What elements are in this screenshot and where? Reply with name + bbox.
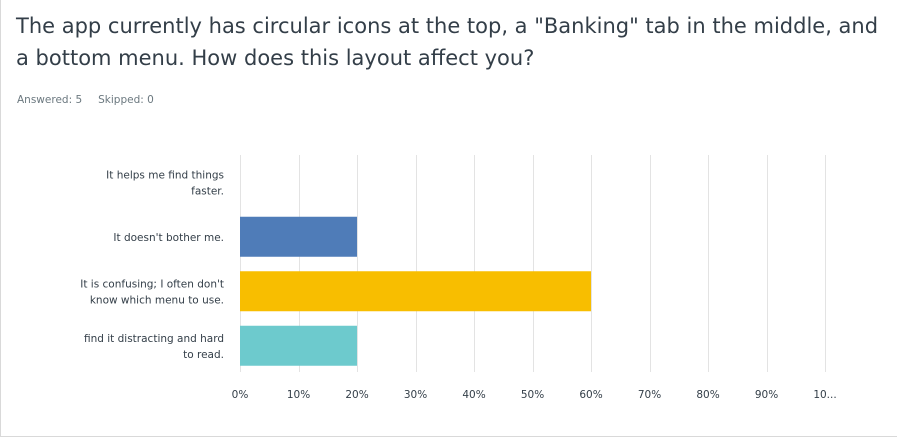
category-label: It helps me find things faster. bbox=[106, 169, 224, 197]
answered-stat: Answered: 5 bbox=[17, 94, 82, 106]
category-label-line: faster. bbox=[191, 185, 224, 197]
x-tick-label: 90% bbox=[755, 389, 778, 401]
answered-label: Answered: bbox=[17, 94, 73, 106]
x-tick-label: 20% bbox=[345, 389, 368, 401]
bar bbox=[240, 216, 357, 257]
question-title: The app currently has circular icons at … bbox=[16, 14, 879, 70]
category-label-line: to read. bbox=[183, 349, 224, 361]
skipped-label: Skipped: bbox=[98, 94, 144, 106]
bar bbox=[240, 325, 357, 366]
category-label-line: find it distracting and hard bbox=[84, 333, 224, 345]
response-stats: Answered: 5 Skipped: 0 bbox=[17, 94, 170, 106]
x-tick-label: 0% bbox=[232, 389, 249, 401]
skipped-stat: Skipped: 0 bbox=[98, 94, 154, 106]
x-tick-label: 10% bbox=[287, 389, 310, 401]
x-tick-label: 60% bbox=[579, 389, 602, 401]
category-label-line: It doesn't bother me. bbox=[113, 232, 224, 244]
category-label-line: It helps me find things bbox=[106, 169, 224, 181]
category-label-line: It is confusing; I often don't bbox=[80, 278, 224, 290]
category-label-line: know which menu to use. bbox=[90, 294, 224, 306]
x-tick-label: 40% bbox=[462, 389, 485, 401]
category-label: It doesn't bother me. bbox=[113, 232, 224, 244]
x-tick-label: 10... bbox=[813, 389, 836, 401]
category-label: It is confusing; I often don't know which… bbox=[80, 278, 224, 306]
x-tick-label: 80% bbox=[696, 389, 719, 401]
category-label: find it distracting and hard to read. bbox=[84, 333, 224, 361]
x-tick-label: 70% bbox=[638, 389, 661, 401]
bar bbox=[240, 271, 591, 312]
x-tick-label: 50% bbox=[521, 389, 544, 401]
x-tick-label: 30% bbox=[404, 389, 427, 401]
answered-count: 5 bbox=[75, 94, 83, 106]
skipped-count: 0 bbox=[147, 94, 154, 106]
